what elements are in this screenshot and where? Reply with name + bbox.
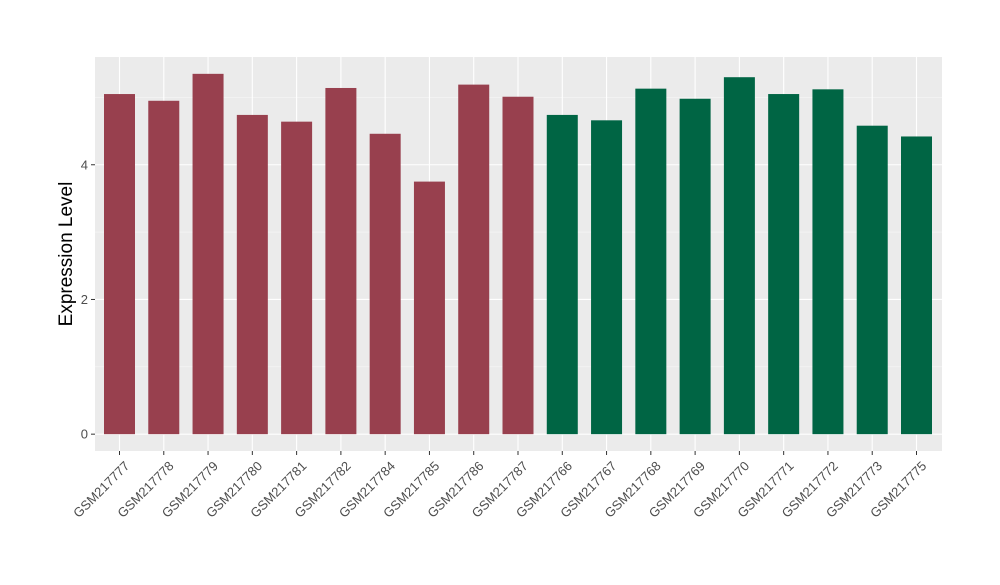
bar-GSM217777 [104,94,135,435]
bar-GSM217771 [768,94,800,435]
bars [104,73,932,435]
bar-GSM217784 [369,133,401,435]
bar-GSM217772 [812,89,844,435]
bar-GSM217779 [192,73,224,435]
bar-GSM217786 [458,84,490,435]
bar-GSM217773 [856,125,888,435]
bar-GSM217766 [546,114,578,435]
bar-GSM217775 [901,136,932,435]
bar-GSM217778 [148,100,180,435]
bar-GSM217781 [281,121,313,435]
bar-GSM217780 [236,114,268,435]
x-axis: GSM217777GSM217778GSM217779GSM217780GSM2… [70,451,929,521]
bar-GSM217769 [679,98,711,435]
bar-GSM217782 [325,87,357,435]
y-tick-label: 0 [81,427,88,442]
bar-GSM217787 [502,96,534,435]
y-tick-label: 4 [81,157,88,172]
y-axis: 0 2 4 [81,157,95,442]
y-axis-label: Expression Level [56,182,77,327]
bar-GSM217785 [413,181,445,435]
bar-GSM217767 [591,120,623,435]
bar-GSM217768 [635,88,667,435]
y-tick-label: 2 [81,292,88,307]
bar-GSM217770 [723,77,755,435]
